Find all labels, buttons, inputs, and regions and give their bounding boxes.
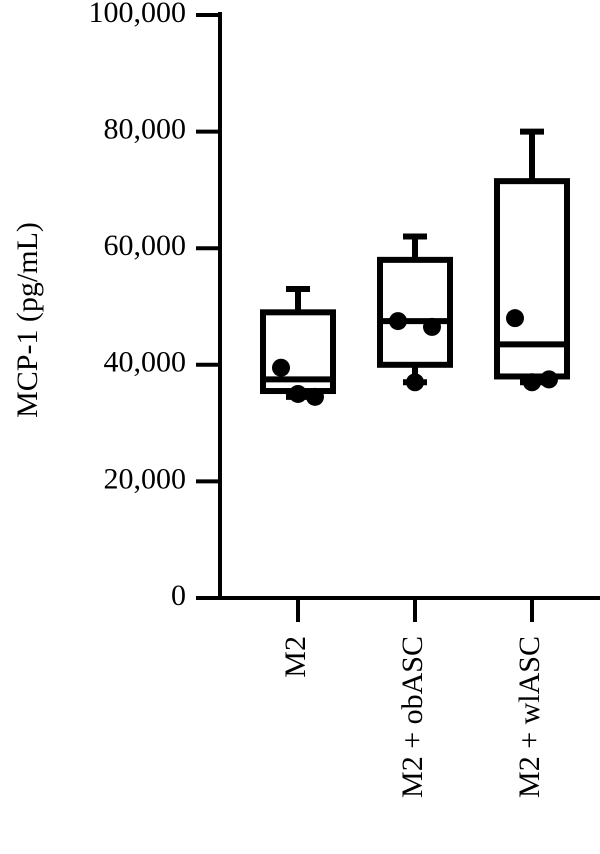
data-point [289,384,307,403]
data-point [272,358,290,377]
y-tick-label: 40,000 [104,346,187,379]
data-point [306,387,324,406]
data-point [540,370,558,389]
y-tick-label: 0 [171,579,186,612]
y-tick-label: 60,000 [104,229,187,262]
data-point [506,309,524,328]
data-point [406,373,424,392]
x-tick-label: M2 [279,636,312,678]
y-tick-label: 20,000 [104,462,187,495]
y-tick-label: 80,000 [104,112,187,145]
data-point [523,373,541,392]
data-point [389,312,407,331]
y-axis-title: MCP-1 (pg/mL) [11,222,44,418]
x-tick-label: M2 + obASC [396,636,429,798]
data-point [423,317,441,336]
x-tick-label: M2 + wlASC [513,636,546,798]
box [377,256,453,368]
y-tick-label: 100,000 [89,0,187,29]
